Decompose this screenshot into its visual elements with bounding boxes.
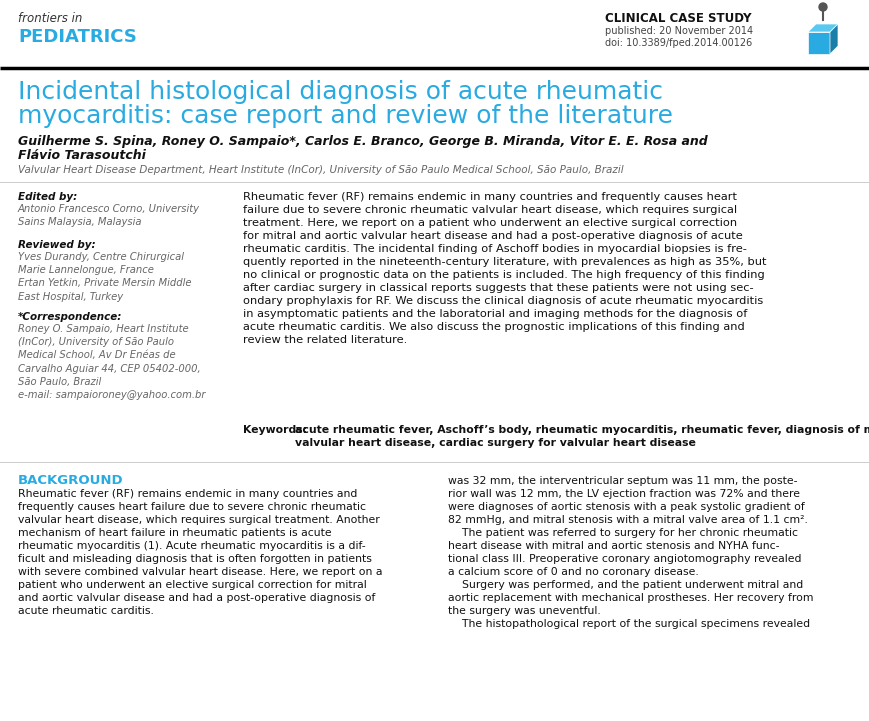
Text: Antonio Francesco Corno, University
Sains Malaysia, Malaysia: Antonio Francesco Corno, University Sain…	[18, 204, 200, 227]
Text: Flávio Tarasoutchi: Flávio Tarasoutchi	[18, 149, 146, 162]
Text: Roney O. Sampaio, Heart Institute
(InCor), University of São Paulo
Medical Schoo: Roney O. Sampaio, Heart Institute (InCor…	[18, 324, 205, 400]
Polygon shape	[807, 24, 837, 32]
Text: myocarditis: case report and review of the literature: myocarditis: case report and review of t…	[18, 104, 673, 128]
Text: published: 20 November 2014: published: 20 November 2014	[604, 26, 753, 36]
Text: CLINICAL CASE STUDY: CLINICAL CASE STUDY	[604, 12, 751, 25]
Text: Edited by:: Edited by:	[18, 192, 77, 202]
Text: Rheumatic fever (RF) remains endemic in many countries and
frequently causes hea: Rheumatic fever (RF) remains endemic in …	[18, 489, 382, 616]
Text: Guilherme S. Spina, Roney O. Sampaio*, Carlos E. Branco, George B. Miranda, Vito: Guilherme S. Spina, Roney O. Sampaio*, C…	[18, 135, 707, 148]
Text: doi: 10.3389/fped.2014.00126: doi: 10.3389/fped.2014.00126	[604, 38, 752, 48]
Text: Incidental histological diagnosis of acute rheumatic: Incidental histological diagnosis of acu…	[18, 80, 662, 104]
Text: was 32 mm, the interventricular septum was 11 mm, the poste-
rior wall was 12 mm: was 32 mm, the interventricular septum w…	[448, 476, 813, 629]
Text: Keywords:: Keywords:	[242, 425, 310, 435]
Text: Reviewed by:: Reviewed by:	[18, 240, 96, 250]
Text: *Correspondence:: *Correspondence:	[18, 312, 123, 322]
Polygon shape	[829, 24, 837, 54]
Text: Valvular Heart Disease Department, Heart Institute (InCor), University of São Pa: Valvular Heart Disease Department, Heart…	[18, 165, 623, 175]
Polygon shape	[807, 32, 829, 54]
Text: acute rheumatic fever, Aschoff’s body, rheumatic myocarditis, rheumatic fever, d: acute rheumatic fever, Aschoff’s body, r…	[295, 425, 869, 448]
Text: Rheumatic fever (RF) remains endemic in many countries and frequently causes hea: Rheumatic fever (RF) remains endemic in …	[242, 192, 766, 345]
Circle shape	[818, 3, 826, 11]
Text: BACKGROUND: BACKGROUND	[18, 474, 123, 487]
Text: Yves Durandy, Centre Chirurgical
Marie Lannelongue, France
Ertan Yetkin, Private: Yves Durandy, Centre Chirurgical Marie L…	[18, 252, 191, 301]
Text: PEDIATRICS: PEDIATRICS	[18, 28, 136, 46]
Text: frontiers in: frontiers in	[18, 12, 83, 25]
